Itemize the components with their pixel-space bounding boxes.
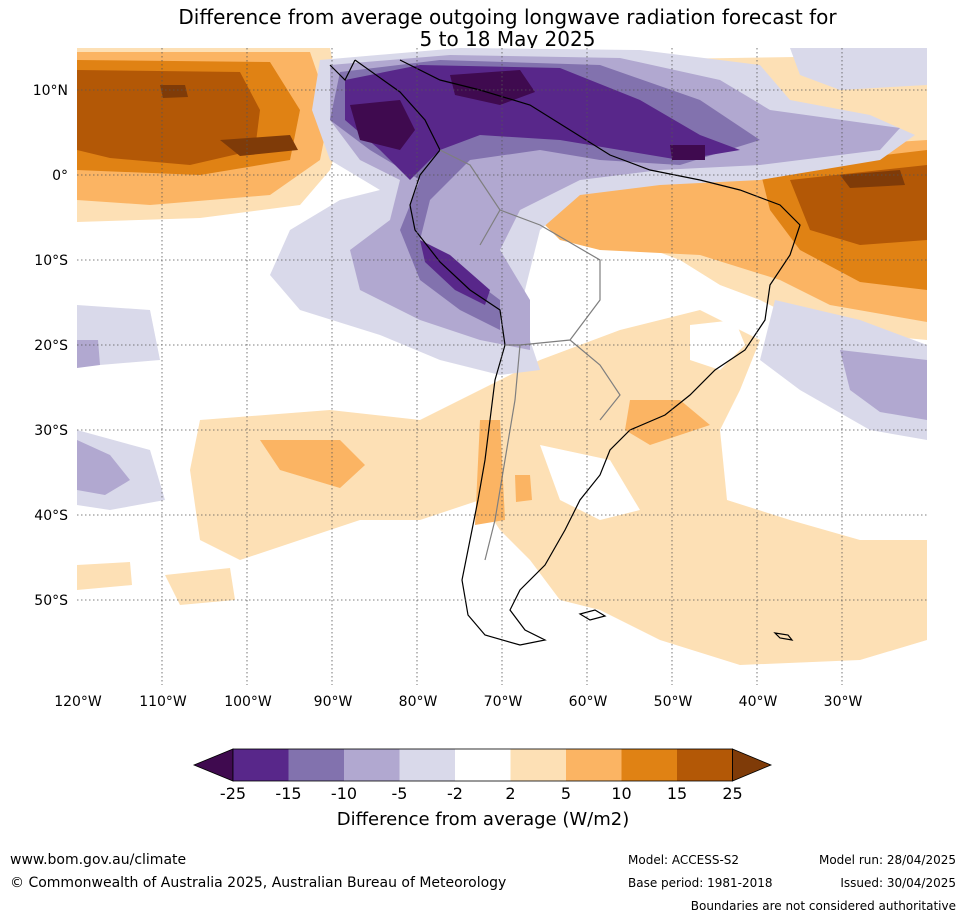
anomaly-positive-region xyxy=(475,420,505,525)
lat-label: 40°S xyxy=(34,508,68,524)
colorbar-tick: 10 xyxy=(611,784,631,803)
model-text: Model: ACCESS-S2 xyxy=(628,853,740,867)
lon-label: 60°W xyxy=(569,694,608,710)
colorbar-tick: 2 xyxy=(505,784,515,803)
disclaimer-text: Boundaries are not considered authoritat… xyxy=(690,899,956,913)
lon-label: 70°W xyxy=(484,694,523,710)
colorbar-tick: -5 xyxy=(392,784,408,803)
anomaly-positive-region xyxy=(165,568,235,605)
lat-label: 10°N xyxy=(33,83,68,99)
latitude-labels: 10°N 0° 10°S 20°S 30°S 40°S 50°S xyxy=(33,83,68,609)
colorbar-max-extend xyxy=(732,748,773,782)
colorbar-tick: -25 xyxy=(220,784,246,803)
colorbar-tick: 15 xyxy=(667,784,687,803)
colorbar: -25 -15 -10 -5 -2 2 5 10 15 25 Differenc… xyxy=(192,748,773,830)
anomaly-negative-region xyxy=(345,65,740,180)
anomaly-negative-region xyxy=(420,240,490,305)
colorbar-tick: -10 xyxy=(331,784,357,803)
lon-label: 100°W xyxy=(224,694,272,710)
colorbar-bin xyxy=(399,749,455,781)
colorbar-title: Difference from average (W/m2) xyxy=(337,809,629,830)
colorbar-min-extend xyxy=(192,748,234,782)
longitude-labels: 120°W 110°W 100°W 90°W 80°W 70°W 60°W 50… xyxy=(54,694,862,710)
colorbar-bin xyxy=(233,749,289,781)
lon-label: 80°W xyxy=(399,694,438,710)
anomaly-negative-region xyxy=(670,145,705,160)
falkland-islands xyxy=(578,609,607,621)
colorbar-tick: 25 xyxy=(722,784,742,803)
anomaly-positive-region xyxy=(625,400,710,445)
south-georgia-island xyxy=(773,632,794,641)
copyright-text: © Commonwealth of Australia 2025, Austra… xyxy=(10,875,507,891)
model-run-text: Model run: 28/04/2025 xyxy=(818,853,956,867)
lat-label: 10°S xyxy=(34,253,68,269)
south-america-coastline xyxy=(354,59,801,646)
base-period-text: Base period: 1981-2018 xyxy=(628,876,773,890)
anomaly-negative-region xyxy=(77,340,100,368)
colorbar-bin xyxy=(677,749,733,781)
anomaly-positive-region xyxy=(77,562,132,590)
lon-label: 110°W xyxy=(139,694,187,710)
lon-label: 120°W xyxy=(54,694,102,710)
colorbar-tick: -2 xyxy=(447,784,463,803)
lon-label: 30°W xyxy=(824,694,863,710)
anomaly-negative-region xyxy=(790,48,927,90)
issued-text: Issued: 30/04/2025 xyxy=(840,876,956,890)
anomaly-positive-region xyxy=(160,85,188,98)
anomaly-negative-region xyxy=(450,70,535,105)
colorbar-bin xyxy=(344,749,400,781)
anomaly-positive-region xyxy=(840,170,905,188)
lat-label: 30°S xyxy=(34,423,68,439)
colorbar-tick: 5 xyxy=(561,784,571,803)
anomaly-positive-region xyxy=(77,70,260,165)
lon-label: 50°W xyxy=(654,694,693,710)
anomaly-negative-region xyxy=(840,350,927,420)
central-america-coastline xyxy=(329,59,356,82)
lon-label: 40°W xyxy=(739,694,778,710)
lat-label: 0° xyxy=(52,168,68,184)
colorbar-tick: -15 xyxy=(275,784,301,803)
anomaly-positive-region xyxy=(220,135,298,156)
colorbar-bin xyxy=(288,749,344,781)
anomaly-neutral-region xyxy=(540,445,640,520)
gridlines xyxy=(77,48,927,685)
colorbar-bin xyxy=(510,749,566,781)
anomaly-negative-region xyxy=(77,440,130,495)
lon-label: 90°W xyxy=(314,694,353,710)
anomaly-positive-region xyxy=(515,475,532,502)
colorbar-bin xyxy=(621,749,677,781)
lat-label: 20°S xyxy=(34,338,68,354)
map-title-line2: 5 to 18 May 2025 xyxy=(419,27,596,51)
map-title-line1: Difference from average outgoing longwav… xyxy=(178,5,837,29)
lat-label: 50°S xyxy=(34,593,68,609)
website-link[interactable]: www.bom.gov.au/climate xyxy=(10,852,187,868)
anomaly-positive-region xyxy=(260,440,365,488)
map-panel xyxy=(77,48,927,685)
anomaly-negative-region xyxy=(350,100,415,150)
colorbar-bin xyxy=(566,749,622,781)
country-borders xyxy=(439,149,621,561)
colorbar-bin xyxy=(455,749,511,781)
